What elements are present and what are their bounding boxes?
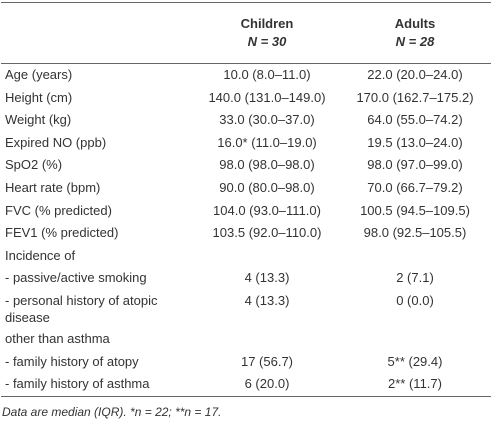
empty-cell	[339, 245, 491, 268]
row-label: Expired NO (ppb)	[5, 134, 107, 150]
table-row: - family history of atopy 17 (56.7) 5** (2…	[1, 351, 491, 374]
cell-value: 16.0* (11.0–19.0)	[217, 134, 317, 150]
table-row: Weight (kg) 33.0 (30.0–37.0) 64.0 (55.0–74…	[1, 109, 491, 132]
row-label: other than asthma	[5, 330, 110, 346]
row-label: - family history of atopy	[5, 353, 139, 369]
column-title: Children	[240, 16, 294, 31]
row-label: FEV1 (% predicted)	[5, 225, 119, 241]
table-row: other than asthma	[1, 328, 491, 351]
cell-value: 0 (0.0)	[396, 292, 434, 308]
table-row: - family history of asthma 6 (20.0) 2** (1…	[1, 373, 491, 397]
cell-value: 170.0 (162.7–175.2)	[356, 89, 474, 105]
cell-value: 22.0 (20.0–24.0)	[367, 67, 463, 82]
cell-value: 98.0 (97.0–99.0)	[367, 157, 463, 173]
cell-value: 70.0 (66.7–79.2)	[367, 179, 463, 195]
row-label: Age (years)	[5, 67, 73, 82]
footnote: Data are median (IQR). *n = 22; **n = 17…	[2, 404, 222, 419]
table-row: SpO2 (%) 98.0 (98.0–98.0) 98.0 (97.0–99.0)	[1, 154, 491, 177]
table-row: Heart rate (bpm) 90.0 (80.0–98.0) 70.0 (66…	[1, 177, 491, 200]
cell-value: 2** (11.7)	[388, 376, 442, 392]
table-body: Age (years) 10.0 (8.0–11.0) 22.0 (20.0–24.…	[1, 64, 491, 397]
cell-value: 98.0 (98.0–98.0)	[219, 157, 315, 173]
row-label: Weight (kg)	[5, 112, 72, 128]
cell-value: 6 (20.0)	[244, 376, 290, 392]
table-row: Incidence of	[1, 245, 491, 268]
table-row: - personal history of atopic disease 4 (1…	[1, 290, 491, 328]
table-row: Expired NO (ppb) 16.0* (11.0–19.0) 19.5 (1…	[1, 132, 491, 155]
cell-value: 103.5 (92.0–110.0)	[212, 225, 322, 241]
cell-value: 100.5 (94.5–109.5)	[360, 202, 470, 218]
cell-value: 98.0 (92.5–105.5)	[363, 225, 467, 241]
empty-cell	[339, 328, 491, 351]
table-row: Age (years) 10.0 (8.0–11.0) 22.0 (20.0–24.…	[1, 64, 491, 87]
row-label: - personal history of atopic disease	[5, 292, 158, 325]
row-label: - family history of asthma	[5, 376, 150, 392]
cell-value: 19.5 (13.0–24.0)	[367, 134, 463, 150]
cell-value: 140.0 (131.0–149.0)	[208, 89, 326, 105]
header-blank	[1, 3, 195, 64]
data-table: Children N = 30 Adults N = 28 Age (years) 1…	[1, 2, 491, 397]
table-row: FVC (% predicted) 104.0 (93.0–111.0) 100.5…	[1, 200, 491, 223]
cell-value: 90.0 (80.0–98.0)	[219, 179, 315, 195]
row-label: Incidence of	[5, 247, 76, 263]
row-label: - passive/active smoking	[5, 270, 147, 286]
empty-cell	[195, 328, 339, 351]
row-label: Heart rate (bpm)	[5, 179, 101, 195]
table-header: Children N = 30 Adults N = 28	[1, 2, 491, 64]
column-n: N = 28	[395, 34, 435, 49]
cell-value: 10.0 (8.0–11.0)	[223, 67, 311, 82]
column-title: Adults	[394, 16, 436, 31]
cell-value: 33.0 (30.0–37.0)	[219, 112, 315, 128]
column-n: N = 30	[247, 34, 287, 49]
header-row: Children N = 30 Adults N = 28	[1, 2, 491, 64]
cell-value: 4 (13.3)	[244, 292, 290, 308]
row-label: FVC (% predicted)	[5, 202, 112, 218]
table-row: Height (cm) 140.0 (131.0–149.0) 170.0 (162…	[1, 87, 491, 110]
column-header: Adults N = 28	[339, 3, 491, 64]
cell-value: 17 (56.7)	[240, 353, 294, 369]
column-header: Children N = 30	[195, 3, 339, 64]
cell-value: 5** (29.4)	[387, 353, 443, 369]
row-label: Height (cm)	[5, 89, 73, 105]
table-row: - passive/active smoking 4 (13.3) 2 (7.1)	[1, 267, 491, 290]
row-label: SpO2 (%)	[5, 157, 63, 173]
table-row: FEV1 (% predicted) 103.5 (92.0–110.0) 98.0…	[1, 222, 491, 245]
cell-value: 2 (7.1)	[396, 270, 434, 286]
cell-value: 64.0 (55.0–74.2)	[367, 112, 463, 128]
empty-cell	[195, 245, 339, 268]
cell-value: 4 (13.3)	[244, 270, 290, 286]
cell-value: 104.0 (93.0–111.0)	[213, 202, 321, 218]
